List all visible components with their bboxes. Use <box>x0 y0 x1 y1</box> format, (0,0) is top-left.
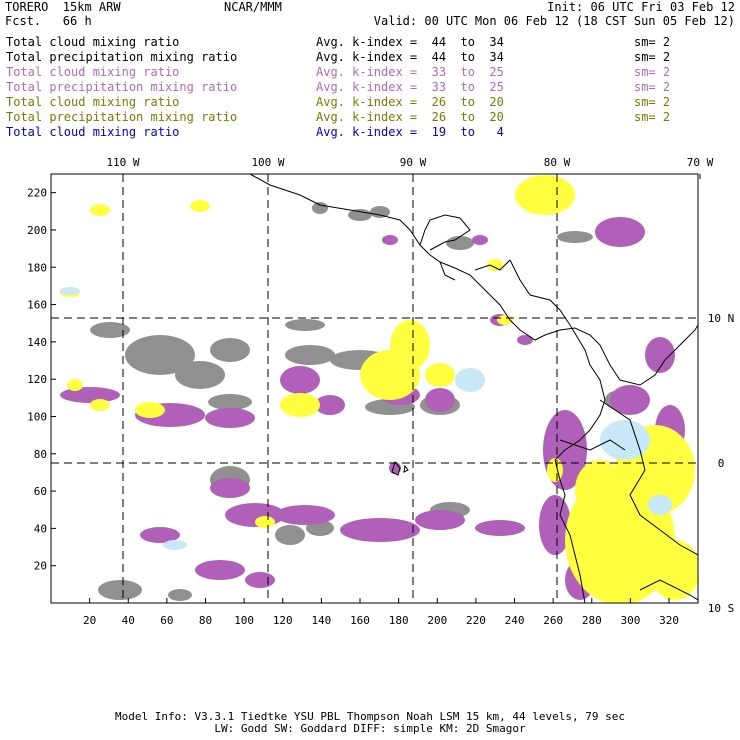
longitude-label: 70 W <box>687 156 714 169</box>
galapagos-island-2 <box>403 464 409 473</box>
x-tick-label: 240 <box>505 614 525 627</box>
x-tick-label: 100 <box>234 614 254 627</box>
y-tick-label: 140 <box>27 336 47 349</box>
x-tick-label: 120 <box>273 614 293 627</box>
border-line-c <box>639 579 698 601</box>
coastlines <box>249 174 698 603</box>
legend-variable: Total precipitation mixing ratio <box>6 80 238 94</box>
x-tick-label: 80 <box>199 614 212 627</box>
legend-variable: Total cloud mixing ratio <box>6 95 180 109</box>
border-line-d <box>474 259 511 271</box>
x-tick-label: 40 <box>122 614 135 627</box>
legend-smoothing: sm= 2 <box>634 80 671 94</box>
axes: 220 200 180 160 140 120 100 80 60 40 20 20 40 60 80 100… <box>27 156 734 627</box>
x-tick-label: 220 <box>466 614 486 627</box>
south-america-pacific-coast <box>554 324 606 603</box>
legend-variable: Total cloud mixing ratio <box>6 65 180 79</box>
legend-row: Total cloud mixing ratio Avg. k-index = 4… <box>6 35 736 50</box>
legend-smoothing: sm= 2 <box>634 95 671 109</box>
legend-variable: Total precipitation mixing ratio <box>6 110 238 124</box>
cloud-fields <box>60 174 698 603</box>
x-tick-label: 140 <box>311 614 331 627</box>
y-tick-label: 180 <box>27 261 47 274</box>
legend-row: Total precipitation mixing ratio Avg. k-i… <box>6 80 736 95</box>
y-tick-label: 160 <box>27 299 47 312</box>
legend-row: Total cloud mixing ratio Avg. k-index = 1… <box>6 125 736 140</box>
forecast-label: Fcst. 66 h <box>5 14 92 28</box>
border-line-a <box>599 399 698 556</box>
x-tick-label: 280 <box>582 614 602 627</box>
x-tick-label: 300 <box>620 614 640 627</box>
y-tick-label: 120 <box>27 373 47 386</box>
lightblue-cloud-field <box>60 287 672 550</box>
legend-kindex: Avg. k-index = 33 to 25 <box>316 65 504 79</box>
border-line-b <box>559 439 626 451</box>
y-tick-label: 40 <box>34 522 47 535</box>
y-tick-label: 80 <box>34 448 47 461</box>
legend-kindex: Avg. k-index = 26 to 20 <box>316 95 504 109</box>
caribbean-coast <box>509 259 571 326</box>
latitude-label: 0 <box>718 457 725 470</box>
legend-smoothing: sm= 2 <box>634 50 671 64</box>
legend-kindex: Avg. k-index = 19 to 4 <box>316 125 504 139</box>
yucatan-coast <box>419 214 471 251</box>
latitude-label: 10 N <box>708 312 735 325</box>
header-right: Init: 06 UTC Fri 03 Feb 12 Valid: 00 UTC… <box>374 0 735 28</box>
plot-frame <box>50 173 699 604</box>
legend-variable: Total precipitation mixing ratio <box>6 50 238 64</box>
x-tick-label: 200 <box>427 614 447 627</box>
y-tick-label: 100 <box>27 410 47 423</box>
init-label: Init: 06 UTC Fri 03 Feb 12 <box>547 0 735 14</box>
legend-row: Total precipitation mixing ratio Avg. k-i… <box>6 110 736 125</box>
legend-kindex: Avg. k-index = 44 to 34 <box>316 35 504 49</box>
header-left: TORERO 15km ARW Fcst. 66 h <box>5 0 121 28</box>
longitude-label: 110 W <box>106 156 139 169</box>
center-label: NCAR/MMM <box>224 0 282 14</box>
x-tick-label: 260 <box>543 614 563 627</box>
legend-smoothing: sm= 2 <box>634 35 671 49</box>
legend-variable: Total cloud mixing ratio <box>6 35 180 49</box>
y-tick-label: 220 <box>27 187 47 200</box>
footer-line-2: LW: Godd SW: Goddard DIFF: simple KM: 2D… <box>214 722 526 735</box>
x-tick-label: 20 <box>83 614 96 627</box>
x-tick-label: 60 <box>160 614 173 627</box>
longitude-label: 100 W <box>251 156 284 169</box>
weather-map: 220 200 180 160 140 120 100 80 60 40 20 20 40 60 80 100… <box>27 156 734 627</box>
legend-row: Total cloud mixing ratio Avg. k-index = 3… <box>6 65 736 80</box>
y-tick-label: 200 <box>27 224 47 237</box>
legend-kindex: Avg. k-index = 33 to 25 <box>316 80 504 94</box>
model-label: TORERO 15km ARW <box>5 0 121 14</box>
legend-kindex: Avg. k-index = 44 to 34 <box>316 50 504 64</box>
legend-smoothing: sm= 2 <box>634 110 671 124</box>
legend-variable: Total cloud mixing ratio <box>6 125 180 139</box>
border-line-e <box>439 261 456 281</box>
legend-smoothing: sm= 2 <box>634 65 671 79</box>
yellow-cloud-field <box>60 175 698 603</box>
x-tick-label: 160 <box>350 614 370 627</box>
x-tick-label: 180 <box>389 614 409 627</box>
legend-row: Total precipitation mixing ratio Avg. k-i… <box>6 50 736 65</box>
central-america-coast <box>249 174 698 386</box>
legend-kindex: Avg. k-index = 26 to 20 <box>316 110 504 124</box>
x-tick-label: 320 <box>659 614 679 627</box>
lat-lon-grid <box>51 174 698 603</box>
longitude-label: 80 W <box>544 156 571 169</box>
legend-row: Total cloud mixing ratio Avg. k-index = 2… <box>6 95 736 110</box>
valid-label: Valid: 00 UTC Mon 06 Feb 12 (18 CST Sun … <box>373 14 735 28</box>
galapagos-island <box>391 460 401 476</box>
latitude-label: 10 S <box>708 602 735 615</box>
footer-line-1: Model Info: V3.3.1 Tiedtke YSU PBL Thomp… <box>115 710 625 723</box>
longitude-label: 90 W <box>400 156 427 169</box>
y-tick-label: 20 <box>34 560 47 573</box>
y-tick-label: 60 <box>34 485 47 498</box>
